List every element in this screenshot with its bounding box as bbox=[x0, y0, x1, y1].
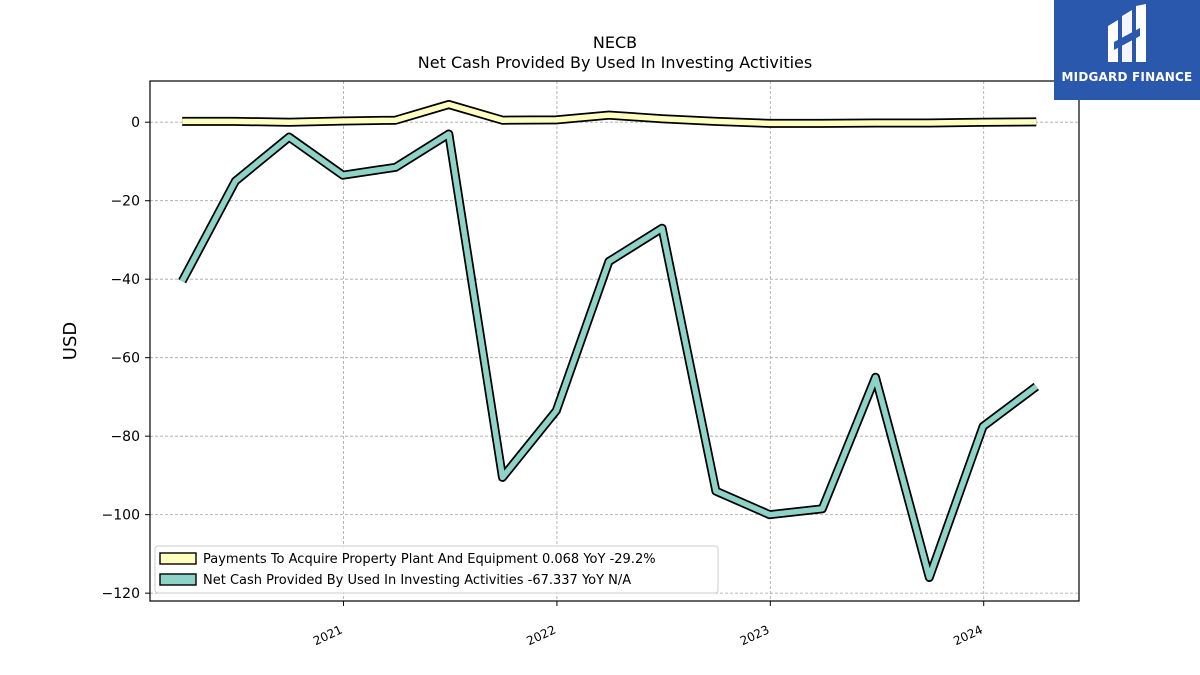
y-tick-label: −60 bbox=[110, 351, 140, 367]
series-1 bbox=[178, 129, 1040, 582]
y-tick-label: −40 bbox=[110, 272, 140, 288]
legend: Payments To Acquire Property Plant And E… bbox=[154, 545, 719, 594]
y-tick-label: −80 bbox=[110, 429, 140, 445]
x-tick-label: 2022 bbox=[524, 623, 558, 649]
y-tick-label: −120 bbox=[102, 586, 140, 602]
legend-label-net-cash: Net Cash Provided By Used In Investing A… bbox=[203, 573, 631, 588]
chart-subtitle: Net Cash Provided By Used In Investing A… bbox=[418, 53, 812, 72]
legend-swatch-net-cash bbox=[159, 573, 197, 586]
series-0 bbox=[182, 100, 1037, 128]
y-tick-label: −100 bbox=[102, 508, 140, 524]
chart-title: NECB bbox=[593, 33, 637, 52]
grid-lines bbox=[150, 81, 1079, 601]
y-axis-label: USD bbox=[60, 322, 81, 360]
brand-logo: MIDGARD FINANCE bbox=[1054, 0, 1200, 100]
legend-frame bbox=[154, 545, 719, 594]
plot-frame bbox=[149, 80, 1080, 602]
legend-swatch-payments bbox=[159, 552, 197, 565]
x-axis: 2021 2022 2023 2024 bbox=[311, 601, 985, 648]
x-tick-label: 2023 bbox=[738, 623, 772, 649]
x-tick-label: 2024 bbox=[951, 623, 985, 649]
series-line bbox=[182, 101, 1037, 127]
y-axis: 0 −20 −40 −60 −80 −100 −120 bbox=[102, 115, 150, 602]
x-tick-label: 2021 bbox=[311, 623, 345, 649]
series-layer bbox=[178, 100, 1040, 582]
series-line bbox=[179, 131, 1038, 581]
legend-label-payments: Payments To Acquire Property Plant And E… bbox=[203, 552, 656, 567]
brand-name: MIDGARD FINANCE bbox=[1061, 70, 1193, 84]
y-tick-label: −20 bbox=[110, 194, 140, 210]
y-tick-label: 0 bbox=[131, 115, 140, 131]
midgard-finance-logo-icon bbox=[1108, 4, 1146, 62]
